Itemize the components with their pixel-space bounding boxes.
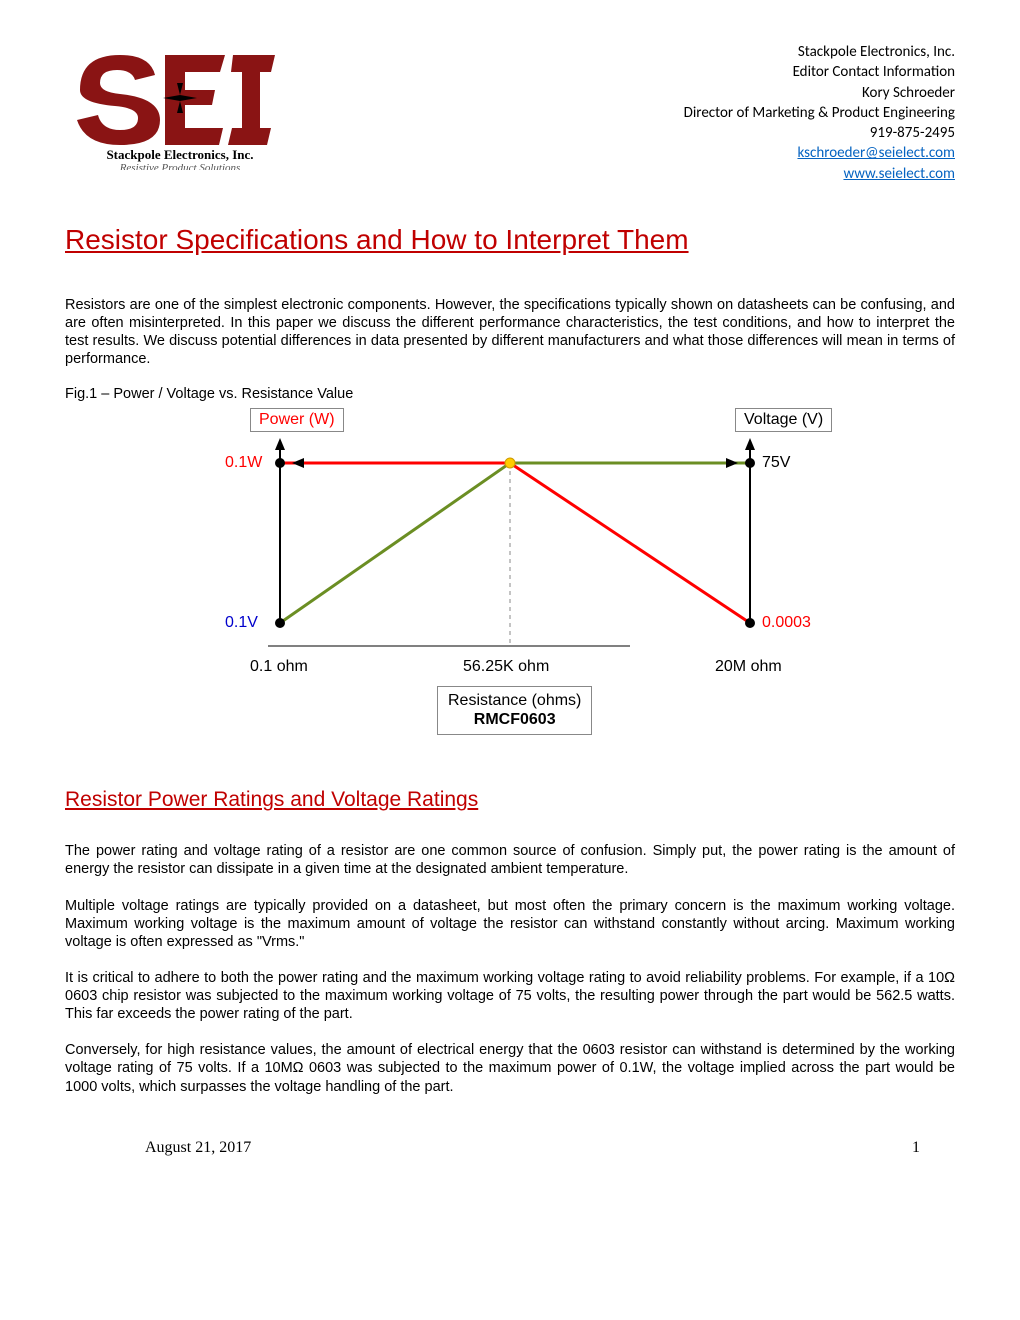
- figure-caption: Fig.1 – Power / Voltage vs. Resistance V…: [65, 386, 955, 402]
- contact-role: Director of Marketing & Product Engineer…: [684, 103, 955, 123]
- company-logo: Stackpole Electronics, Inc. Resistive Pr…: [65, 40, 295, 175]
- contact-email-link[interactable]: kschroeder@seielect.com: [797, 144, 955, 162]
- contact-phone: 919-875-2495: [684, 123, 955, 143]
- page-footer: August 21, 2017 1: [65, 1114, 955, 1157]
- contact-name: Kory Schroeder: [684, 83, 955, 103]
- header: Stackpole Electronics, Inc. Resistive Pr…: [65, 40, 955, 184]
- paragraph-4: Conversely, for high resistance values, …: [65, 1041, 955, 1095]
- xaxis-mid: 56.25K ohm: [463, 658, 549, 676]
- label-bot-left: 0.1V: [225, 614, 258, 632]
- label-top-right: 75V: [762, 454, 790, 472]
- xaxis-right: 20M ohm: [715, 658, 782, 676]
- footer-page-number: 1: [912, 1139, 920, 1157]
- contact-info: Stackpole Electronics, Inc. Editor Conta…: [684, 40, 955, 184]
- legend-power: Power (W): [250, 408, 344, 432]
- xaxis-label-box: Resistance (ohms) RMCF0603: [437, 686, 592, 734]
- logo-tagline-text: Resistive Product Solutions: [119, 162, 241, 170]
- contact-company: Stackpole Electronics, Inc.: [684, 42, 955, 62]
- xaxis-label: Resistance (ohms): [448, 691, 581, 710]
- page-title: Resistor Specifications and How to Inter…: [65, 224, 955, 256]
- label-top-left: 0.1W: [225, 454, 262, 472]
- paragraph-3: It is critical to adhere to both the pow…: [65, 969, 955, 1023]
- section-heading: Resistor Power Ratings and Voltage Ratin…: [65, 788, 955, 812]
- part-number: RMCF0603: [448, 710, 581, 729]
- label-bot-right: 0.0003: [762, 614, 811, 632]
- intro-paragraph: Resistors are one of the simplest electr…: [65, 296, 955, 369]
- contact-web-link[interactable]: www.seielect.com: [843, 165, 955, 183]
- contact-line2: Editor Contact Information: [684, 62, 955, 82]
- power-voltage-chart: Power (W) Voltage (V) 0.1W 75V 0.1V 0.00…: [180, 408, 840, 758]
- chart-container: Power (W) Voltage (V) 0.1W 75V 0.1V 0.00…: [65, 408, 955, 758]
- legend-voltage: Voltage (V): [735, 408, 832, 432]
- xaxis-left: 0.1 ohm: [250, 658, 308, 676]
- footer-date: August 21, 2017: [145, 1139, 251, 1157]
- logo-company-text: Stackpole Electronics, Inc.: [106, 147, 253, 162]
- paragraph-1: The power rating and voltage rating of a…: [65, 842, 955, 878]
- paragraph-2: Multiple voltage ratings are typically p…: [65, 897, 955, 951]
